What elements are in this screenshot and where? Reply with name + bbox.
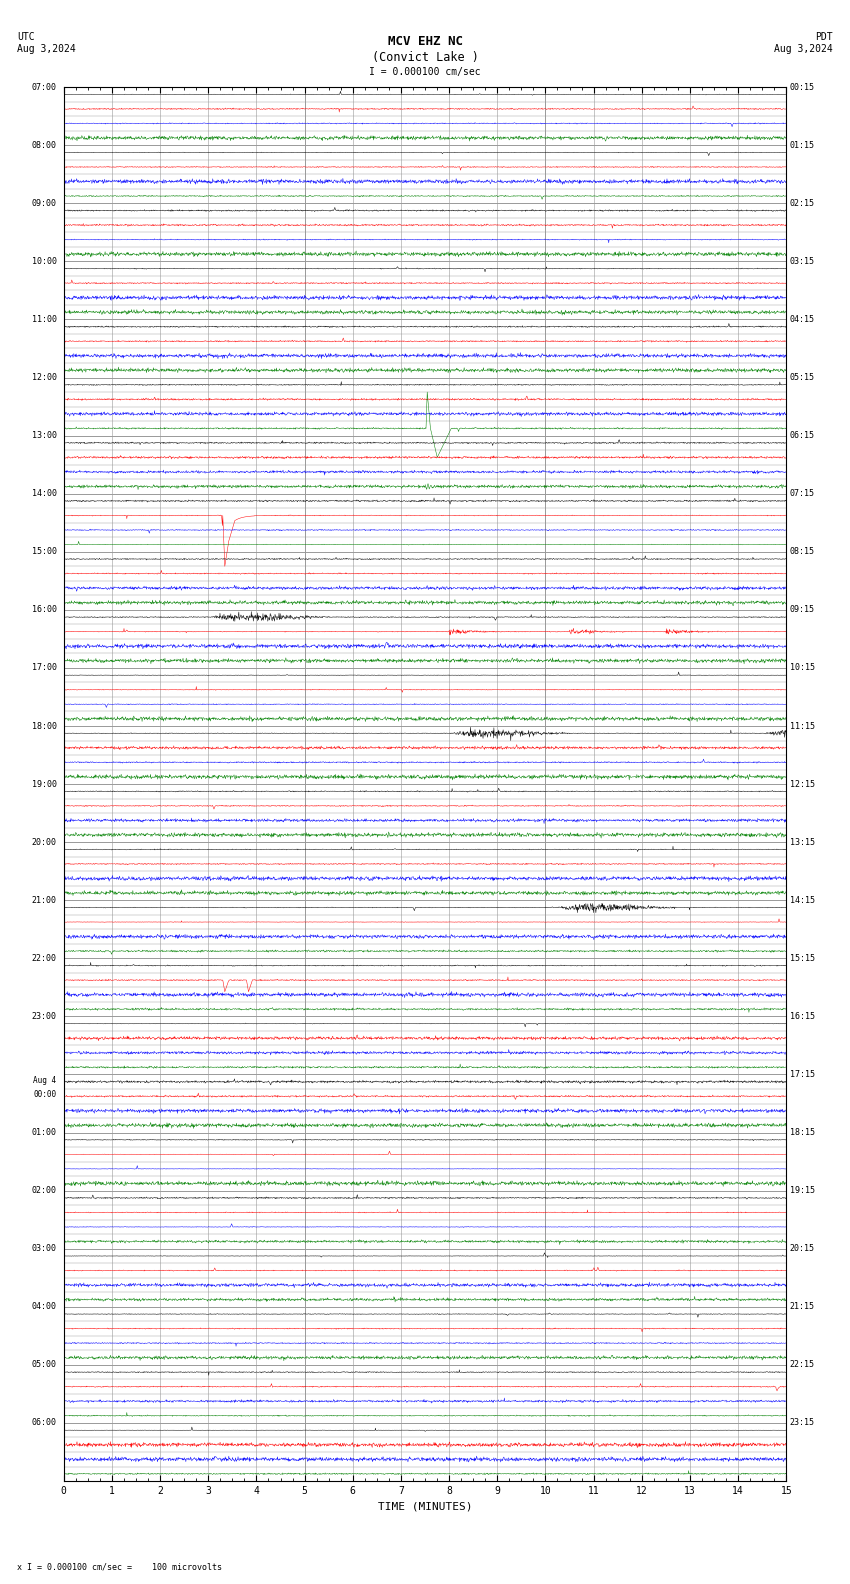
Text: 20:00: 20:00: [31, 838, 56, 847]
Text: 04:00: 04:00: [31, 1302, 56, 1312]
Text: 03:15: 03:15: [790, 257, 815, 266]
Text: 01:00: 01:00: [31, 1128, 56, 1137]
Text: 10:15: 10:15: [790, 664, 815, 673]
Text: 21:15: 21:15: [790, 1302, 815, 1312]
Text: 02:15: 02:15: [790, 198, 815, 208]
Text: 18:00: 18:00: [31, 721, 56, 730]
Text: MCV EHZ NC: MCV EHZ NC: [388, 35, 462, 48]
Text: 02:00: 02:00: [31, 1186, 56, 1196]
Text: 11:15: 11:15: [790, 721, 815, 730]
Text: 09:15: 09:15: [790, 605, 815, 615]
Text: x I = 0.000100 cm/sec =    100 microvolts: x I = 0.000100 cm/sec = 100 microvolts: [17, 1562, 222, 1571]
Text: 23:15: 23:15: [790, 1418, 815, 1427]
Text: 00:00: 00:00: [33, 1090, 56, 1099]
Text: 14:15: 14:15: [790, 895, 815, 904]
Text: 16:15: 16:15: [790, 1012, 815, 1022]
Text: 05:15: 05:15: [790, 372, 815, 382]
Text: 23:00: 23:00: [31, 1012, 56, 1022]
Text: Aug 3,2024: Aug 3,2024: [774, 44, 833, 54]
Text: 12:15: 12:15: [790, 779, 815, 789]
Text: 15:00: 15:00: [31, 546, 56, 556]
Text: 13:00: 13:00: [31, 431, 56, 440]
Text: 12:00: 12:00: [31, 372, 56, 382]
Text: 07:00: 07:00: [31, 82, 56, 92]
Text: Aug 3,2024: Aug 3,2024: [17, 44, 76, 54]
Text: 06:00: 06:00: [31, 1418, 56, 1427]
Text: 07:15: 07:15: [790, 489, 815, 499]
Text: 17:00: 17:00: [31, 664, 56, 673]
Text: UTC: UTC: [17, 32, 35, 41]
Text: 15:15: 15:15: [790, 954, 815, 963]
Text: (Convict Lake ): (Convict Lake ): [371, 51, 479, 63]
Text: 17:15: 17:15: [790, 1069, 815, 1079]
Text: 21:00: 21:00: [31, 895, 56, 904]
Text: I = 0.000100 cm/sec: I = 0.000100 cm/sec: [369, 67, 481, 76]
Text: 03:00: 03:00: [31, 1243, 56, 1253]
Text: 11:00: 11:00: [31, 315, 56, 325]
Text: 08:15: 08:15: [790, 546, 815, 556]
Text: 16:00: 16:00: [31, 605, 56, 615]
Text: 22:00: 22:00: [31, 954, 56, 963]
Text: Aug 4: Aug 4: [33, 1076, 56, 1085]
Text: 00:15: 00:15: [790, 82, 815, 92]
Text: 09:00: 09:00: [31, 198, 56, 208]
Text: 06:15: 06:15: [790, 431, 815, 440]
Text: 20:15: 20:15: [790, 1243, 815, 1253]
Text: 01:15: 01:15: [790, 141, 815, 150]
Text: 19:00: 19:00: [31, 779, 56, 789]
Text: 22:15: 22:15: [790, 1361, 815, 1370]
Text: 13:15: 13:15: [790, 838, 815, 847]
Text: 18:15: 18:15: [790, 1128, 815, 1137]
Text: 04:15: 04:15: [790, 315, 815, 325]
X-axis label: TIME (MINUTES): TIME (MINUTES): [377, 1502, 473, 1511]
Text: 05:00: 05:00: [31, 1361, 56, 1370]
Text: 10:00: 10:00: [31, 257, 56, 266]
Text: 14:00: 14:00: [31, 489, 56, 499]
Text: PDT: PDT: [815, 32, 833, 41]
Text: 19:15: 19:15: [790, 1186, 815, 1196]
Text: 08:00: 08:00: [31, 141, 56, 150]
